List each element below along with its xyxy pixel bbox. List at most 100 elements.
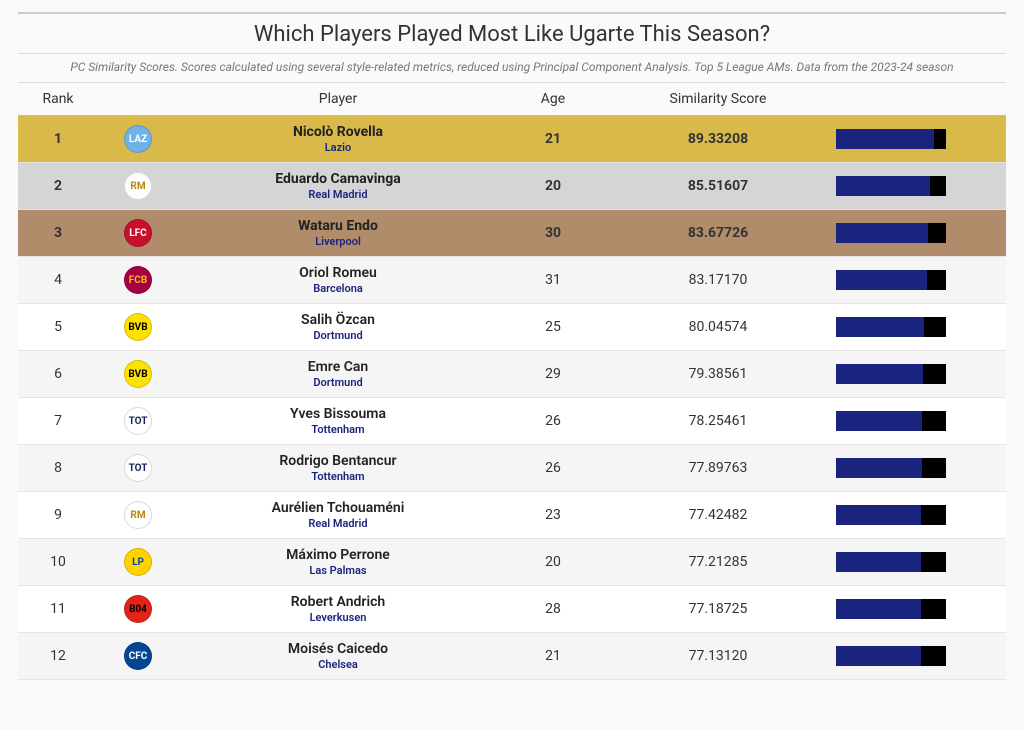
score-bar [836, 458, 946, 478]
team-badge-icon: RM [124, 501, 152, 529]
age-cell: 31 [498, 272, 608, 288]
score-bar-fill [836, 411, 922, 431]
score-bar [836, 364, 946, 384]
rank-cell: 2 [18, 178, 98, 194]
team-badge-cell: RM [98, 501, 178, 529]
bar-cell [828, 129, 958, 149]
rank-cell: 6 [18, 366, 98, 382]
subtitle: PC Similarity Scores. Scores calculated … [18, 54, 1006, 83]
bar-cell [828, 223, 958, 243]
table-row: 10LPMáximo PerroneLas Palmas2077.21285 [18, 539, 1006, 586]
bar-cell [828, 505, 958, 525]
table-row: 7TOTYves BissoumaTottenham2678.25461 [18, 398, 1006, 445]
age-cell: 25 [498, 319, 608, 335]
score-cell: 89.33208 [608, 131, 828, 147]
table-body: 1LAZNicolò RovellaLazio2189.332082RMEdua… [18, 116, 1006, 680]
score-bar [836, 223, 946, 243]
player-cell: Emre CanDortmund [178, 359, 498, 389]
player-cell: Moisés CaicedoChelsea [178, 641, 498, 671]
table-row: 6 BVB Emre CanDortmund2979.38561 [18, 351, 1006, 398]
bar-cell [828, 552, 958, 572]
score-bar [836, 317, 946, 337]
age-cell: 23 [498, 507, 608, 523]
player-cell: Wataru EndoLiverpool [178, 218, 498, 248]
score-bar [836, 270, 946, 290]
team-badge-cell: B04 [98, 595, 178, 623]
table-row: 12CFCMoisés CaicedoChelsea2177.13120 [18, 633, 1006, 680]
age-cell: 29 [498, 366, 608, 382]
bar-cell [828, 411, 958, 431]
col-header-player: Player [178, 91, 498, 107]
player-name: Aurélien Tchouaméni [178, 500, 498, 516]
bar-cell [828, 364, 958, 384]
rank-cell: 9 [18, 507, 98, 523]
score-bar [836, 552, 946, 572]
table-row: 1LAZNicolò RovellaLazio2189.33208 [18, 116, 1006, 163]
player-team: Liverpool [178, 235, 498, 248]
score-cell: 79.38561 [608, 366, 828, 382]
team-badge-icon: TOT [124, 407, 152, 435]
player-team: Barcelona [178, 282, 498, 295]
team-badge-icon: BVB [124, 360, 152, 388]
player-team: Chelsea [178, 658, 498, 671]
score-cell: 78.25461 [608, 413, 828, 429]
player-cell: Robert AndrichLeverkusen [178, 594, 498, 624]
rank-cell: 5 [18, 319, 98, 335]
bar-cell [828, 270, 958, 290]
age-cell: 20 [498, 178, 608, 194]
player-name: Yves Bissouma [178, 406, 498, 422]
age-cell: 30 [498, 225, 608, 241]
team-badge-cell: FCB [98, 266, 178, 294]
player-cell: Salih ÖzcanDortmund [178, 312, 498, 342]
score-cell: 77.18725 [608, 601, 828, 617]
score-cell: 83.67726 [608, 225, 828, 241]
score-bar-fill [836, 552, 921, 572]
player-name: Oriol Romeu [178, 265, 498, 281]
player-team: Dortmund [178, 329, 498, 342]
score-bar-fill [836, 364, 923, 384]
similarity-table: Which Players Played Most Like Ugarte Th… [18, 12, 1006, 680]
col-header-rank: Rank [18, 91, 98, 107]
player-name: Emre Can [178, 359, 498, 375]
player-cell: Yves BissoumaTottenham [178, 406, 498, 436]
rank-cell: 3 [18, 225, 98, 241]
player-name: Wataru Endo [178, 218, 498, 234]
rank-cell: 12 [18, 648, 98, 664]
team-badge-icon: CFC [124, 642, 152, 670]
score-cell: 77.21285 [608, 554, 828, 570]
score-bar [836, 599, 946, 619]
player-name: Moisés Caicedo [178, 641, 498, 657]
score-cell: 80.04574 [608, 319, 828, 335]
player-cell: Eduardo CamavingaReal Madrid [178, 171, 498, 201]
team-badge-icon: LFC [124, 219, 152, 247]
bar-cell [828, 458, 958, 478]
score-bar-fill [836, 223, 928, 243]
team-badge-icon: BVB [124, 313, 152, 341]
player-name: Salih Özcan [178, 312, 498, 328]
team-badge-cell: TOT [98, 407, 178, 435]
age-cell: 20 [498, 554, 608, 570]
score-bar-fill [836, 270, 927, 290]
player-team: Dortmund [178, 376, 498, 389]
score-bar [836, 646, 946, 666]
score-bar-fill [836, 505, 921, 525]
col-header-age: Age [498, 91, 608, 107]
table-row: 11B04Robert AndrichLeverkusen2877.18725 [18, 586, 1006, 633]
player-cell: Rodrigo BentancurTottenham [178, 453, 498, 483]
table-row: 3 LFC Wataru EndoLiverpool3083.67726 [18, 210, 1006, 257]
bar-cell [828, 317, 958, 337]
score-bar-fill [836, 176, 930, 196]
team-badge-icon: B04 [124, 595, 152, 623]
bar-cell [828, 599, 958, 619]
rank-cell: 1 [18, 131, 98, 147]
age-cell: 26 [498, 413, 608, 429]
team-badge-icon: TOT [124, 454, 152, 482]
table-row: 5 BVB Salih ÖzcanDortmund2580.04574 [18, 304, 1006, 351]
player-name: Nicolò Rovella [178, 124, 498, 140]
player-team: Real Madrid [178, 188, 498, 201]
table-row: 2RMEduardo CamavingaReal Madrid2085.5160… [18, 163, 1006, 210]
team-badge-icon: RM [124, 172, 152, 200]
score-bar [836, 411, 946, 431]
age-cell: 28 [498, 601, 608, 617]
score-bar-fill [836, 646, 921, 666]
